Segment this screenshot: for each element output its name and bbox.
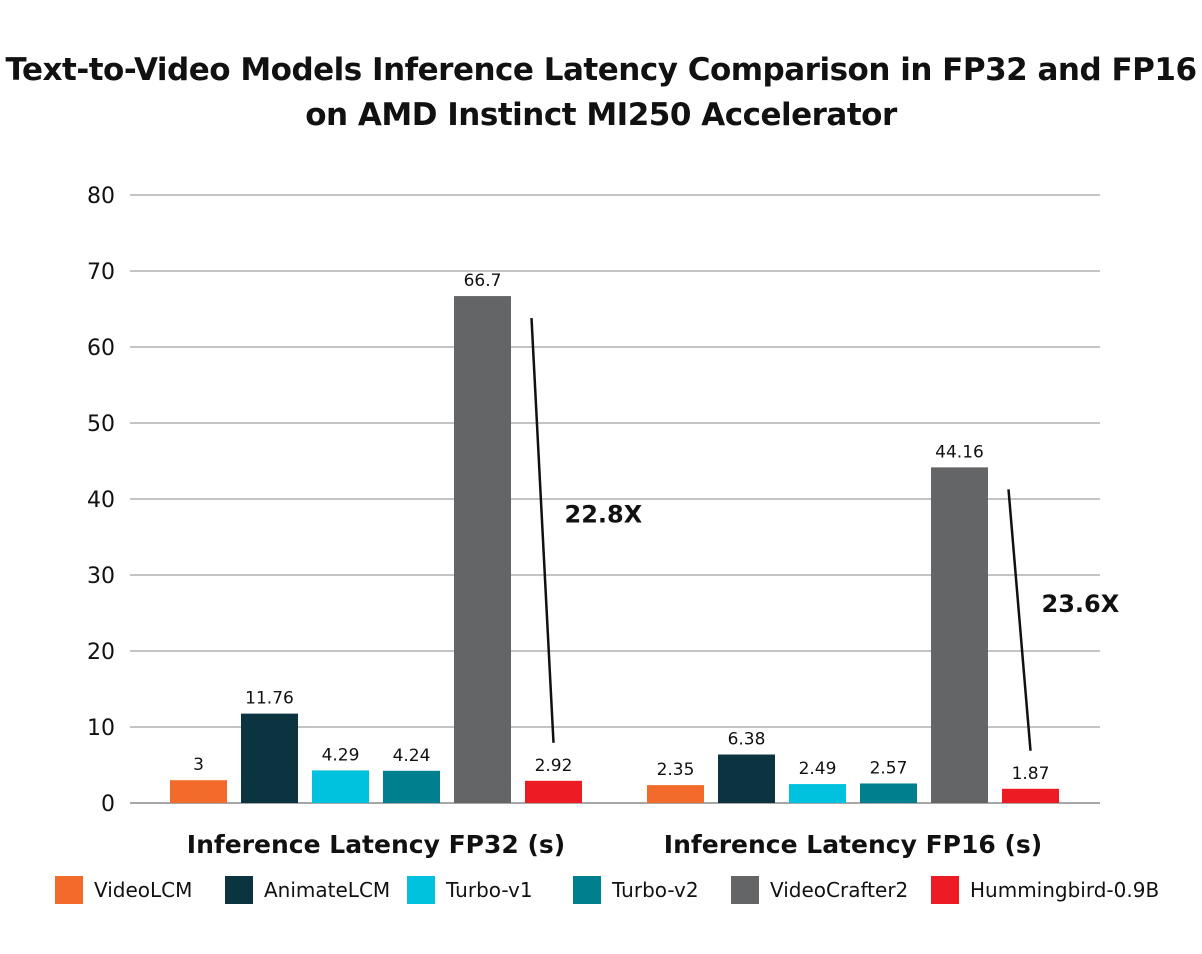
y-tick-label: 60 [87,336,115,361]
legend-label: Hummingbird-0.9B [970,878,1160,902]
bar-hummingbird-0-9b [525,780,582,803]
legend-item-animatelcm: AnimateLCM [225,872,390,908]
legend-swatch [55,876,83,904]
data-label: 3 [193,755,204,775]
bar-animatelcm [718,754,775,803]
legend-item-hummingbird-0-9b: Hummingbird-0.9B [931,872,1159,908]
data-label: 2.92 [535,756,573,776]
speedup-line [1007,489,1032,751]
data-label: 2.57 [870,758,908,778]
legend-label: VideoLCM [94,878,193,902]
legend-label: Turbo-v1 [446,878,533,902]
legend-label: AnimateLCM [264,878,391,902]
bar-turbo-v1 [789,784,846,803]
legend-swatch [731,876,759,904]
x-category-label: Inference Latency FP32 (s) [187,830,565,859]
y-tick-label: 40 [87,488,115,513]
data-label: 44.16 [935,442,984,462]
y-tick-label: 0 [101,792,115,817]
bar-turbo-v2 [383,770,440,803]
legend-swatch [931,876,959,904]
data-label: 66.7 [464,271,502,291]
y-tick-label: 20 [87,640,115,665]
y-tick-label: 30 [87,564,115,589]
legend-item-turbo-v1: Turbo-v1 [407,872,533,908]
chart-title-line-2: on AMD Instinct MI250 Accelerator [305,97,897,133]
chart-legend: VideoLCM AnimateLCM Turbo-v1 Turbo-v2 VideoC… [55,872,1195,908]
data-label: 2.35 [657,760,695,780]
bar-animatelcm [241,713,298,803]
data-label: 4.29 [322,745,360,765]
chart-title-line-1: Text-to-Video Models Inference Latency C… [5,52,1197,88]
x-category-label: Inference Latency FP16 (s) [664,830,1042,859]
legend-swatch [573,876,601,904]
bar-videolcm [647,785,704,803]
bar-videocrafter2 [931,467,988,803]
speedup-label: 22.8X [565,500,643,528]
legend-swatch [225,876,253,904]
y-tick-label: 50 [87,412,115,437]
legend-label: VideoCrafter2 [770,878,909,902]
y-tick-label: 80 [87,184,115,209]
legend-item-videocrafter2: VideoCrafter2 [731,872,908,908]
bar-videocrafter2 [454,296,511,803]
legend-label: Turbo-v2 [612,878,699,902]
data-label: 1.87 [1012,764,1050,784]
speedup-line [530,318,555,743]
legend-item-turbo-v2: Turbo-v2 [573,872,699,908]
y-tick-label: 70 [87,260,115,285]
y-tick-label: 10 [87,716,115,741]
bar-videolcm [170,780,227,803]
bar-turbo-v1 [312,770,369,803]
bar-turbo-v2 [860,783,917,803]
legend-swatch [407,876,435,904]
legend-item-videolcm: VideoLCM [55,872,192,908]
bar-chart: 0 10 20 30 40 50 60 70 80 3 11.76 4.29 4.24 66.7 2.92 I… [87,184,1120,859]
data-label: 2.49 [799,759,837,779]
data-label: 4.24 [393,746,431,766]
bar-hummingbird-0-9b [1002,788,1059,803]
data-label: 6.38 [728,730,766,750]
speedup-label: 23.6X [1042,590,1120,618]
data-label: 11.76 [245,689,294,709]
